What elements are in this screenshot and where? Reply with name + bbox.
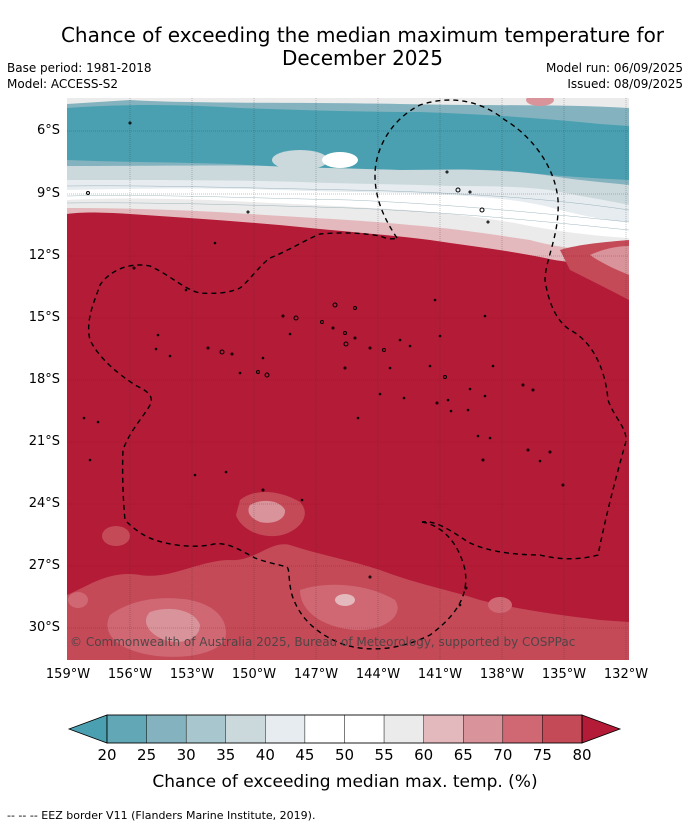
copyright-text: © Commonwealth of Australia 2025, Bureau…	[70, 635, 575, 649]
colorbar-tick-label: 45	[295, 746, 315, 764]
lat-label: 9°S	[36, 186, 60, 201]
colorbar-cell	[146, 714, 187, 744]
eez-borders	[88, 99, 627, 650]
colorbar-cell	[106, 714, 147, 744]
colorbar-tick-label: 35	[216, 746, 236, 764]
colorbar-title: Chance of exceeding median max. temp. (%…	[152, 772, 538, 792]
patch-70-c	[488, 597, 512, 613]
colorbar-cell	[502, 714, 543, 744]
colorbar-frame	[106, 714, 583, 744]
patch-75-c	[402, 605, 438, 625]
warm-patch-top	[526, 98, 554, 106]
colorbar	[67, 714, 622, 744]
colorbar-cell	[304, 714, 345, 744]
lat-label: 21°S	[28, 434, 60, 449]
patch-70-b	[300, 584, 398, 630]
lat-label: 24°S	[28, 496, 60, 511]
patch-65-b	[145, 608, 200, 642]
colorbar-cell	[185, 714, 226, 744]
colorbar-high-arrow	[581, 714, 622, 744]
lat-label: 27°S	[28, 558, 60, 573]
lat-label: 12°S	[28, 248, 60, 263]
patch-75-b	[102, 526, 130, 546]
lon-label: 141°W	[417, 667, 463, 682]
colorbar-tick-label: 60	[414, 746, 434, 764]
lon-label: 147°W	[293, 667, 339, 682]
lat-label: 30°S	[28, 620, 60, 635]
lon-label: 150°W	[231, 667, 277, 682]
colorbar-tick-label: 80	[572, 746, 592, 764]
lon-label: 132°W	[603, 667, 649, 682]
lon-label: 135°W	[541, 667, 587, 682]
title-line-2: December 2025	[282, 46, 443, 70]
colorbar-tick-label: 55	[374, 746, 394, 764]
model-name: Model: ACCESS-S2	[7, 77, 119, 91]
colorbar-cell	[542, 714, 583, 744]
eez-legend: -- -- -- EEZ border V11 (Flanders Marine…	[7, 809, 316, 822]
top-edge-55	[67, 98, 629, 108]
lat-label: 15°S	[28, 310, 60, 325]
patch-65-a	[248, 500, 286, 523]
colorbar-tick-label: 25	[137, 746, 157, 764]
lon-label: 144°W	[355, 667, 401, 682]
lat-label: 18°S	[28, 372, 60, 387]
colorbar-tick-label: 75	[532, 746, 552, 764]
map-title: Chance of exceeding the median maximum t…	[40, 24, 685, 70]
patch-60-a	[335, 594, 355, 606]
issued-date: Issued: 08/09/2025	[567, 77, 683, 91]
band-15	[67, 105, 629, 180]
patch-70-d	[68, 592, 88, 608]
title-line-1: Chance of exceeding the median maximum t…	[60, 23, 665, 47]
colorbar-low-arrow	[67, 714, 108, 744]
lat-label: 6°S	[36, 123, 60, 138]
colorbar-cell	[383, 714, 424, 744]
lon-label: 159°W	[45, 667, 91, 682]
right-65	[590, 246, 629, 275]
colorbar-tick-label: 70	[493, 746, 513, 764]
lon-label: 156°W	[107, 667, 153, 682]
islands	[82, 121, 565, 607]
pale-patch-1	[272, 150, 328, 170]
colorbar-tick-label: 65	[453, 746, 473, 764]
colorbar-tick-label: 40	[255, 746, 275, 764]
pale-patch-2	[322, 152, 358, 168]
colorbar-cell	[265, 714, 306, 744]
colorbar-cell	[463, 714, 504, 744]
gridlines	[67, 98, 629, 660]
meta-right: Model run: 06/09/2025 Issued: 08/09/2025	[546, 60, 683, 92]
meta-left: Base period: 1981-2018 Model: ACCESS-S2	[7, 60, 152, 92]
colorbar-tick-label: 20	[97, 746, 117, 764]
lon-label: 138°W	[479, 667, 525, 682]
model-run: Model run: 06/09/2025	[545, 61, 683, 75]
colorbar-cell	[423, 714, 464, 744]
colorbar-cell	[225, 714, 266, 744]
colorbar-cells	[106, 714, 583, 744]
colorbar-tick-label: 50	[334, 746, 355, 764]
colorbar-tick-label: 30	[176, 746, 196, 764]
lon-label: 153°W	[169, 667, 215, 682]
contour-lines	[67, 185, 629, 231]
base-period: Base period: 1981-2018	[7, 61, 152, 75]
colorbar-cell	[344, 714, 385, 744]
map-area	[67, 98, 629, 660]
